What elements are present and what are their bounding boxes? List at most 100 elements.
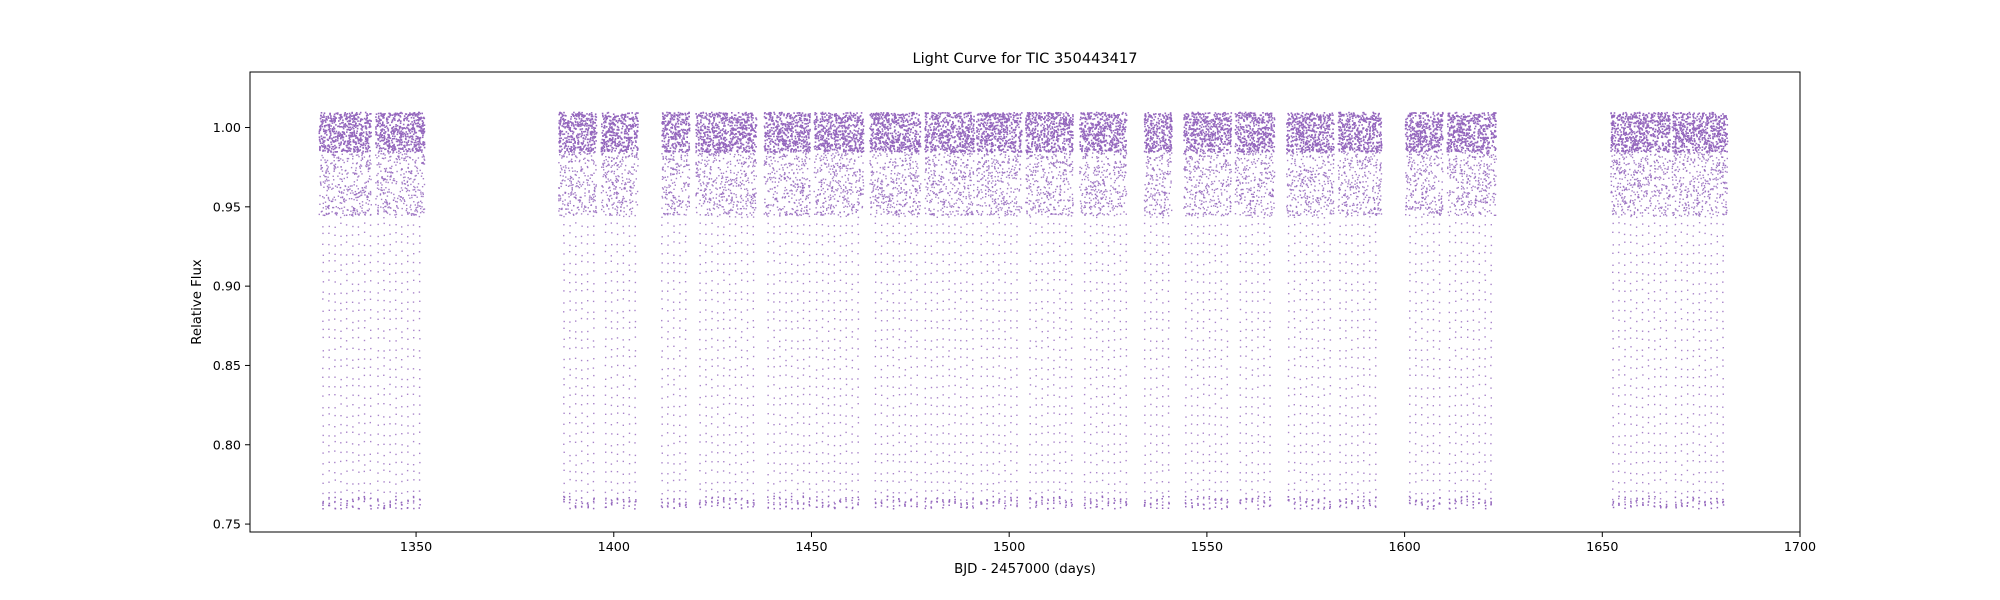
flux-point — [398, 152, 400, 155]
flux-point — [345, 224, 348, 226]
flux-point — [667, 444, 669, 447]
flux-point — [388, 145, 390, 148]
flux-point — [668, 192, 670, 194]
flux-point — [401, 132, 403, 134]
flux-point — [575, 289, 577, 291]
flux-point — [401, 250, 403, 252]
flux-point — [700, 119, 702, 121]
flux-point — [628, 225, 630, 227]
flux-point — [611, 500, 613, 502]
flux-point — [571, 154, 573, 156]
flux-point — [377, 433, 379, 435]
flux-point — [617, 201, 619, 203]
flux-point — [672, 280, 675, 282]
flux-point — [327, 166, 329, 168]
flux-point — [366, 149, 369, 151]
flux-point — [610, 166, 612, 168]
flux-point — [384, 113, 386, 115]
flux-point — [616, 386, 619, 388]
flux-point — [367, 114, 369, 116]
flux-point — [322, 207, 324, 209]
flux-point — [419, 112, 422, 115]
flux-point — [383, 211, 385, 213]
flux-point — [581, 502, 584, 505]
flux-point — [601, 149, 604, 152]
flux-point — [319, 146, 322, 149]
flux-point — [621, 121, 624, 123]
flux-point — [565, 167, 567, 169]
flux-point — [606, 203, 608, 206]
flux-point — [390, 155, 392, 158]
flux-point — [683, 133, 686, 135]
flux-point — [708, 118, 710, 121]
flux-point — [348, 143, 350, 145]
flux-point — [712, 145, 715, 147]
flux-point — [594, 122, 596, 124]
flux-point — [346, 142, 349, 144]
flux-point — [319, 138, 321, 141]
flux-point — [607, 131, 609, 134]
flux-point — [392, 152, 394, 154]
flux-point — [394, 112, 397, 115]
flux-point — [347, 186, 350, 188]
flux-point — [667, 473, 669, 475]
flux-point — [696, 119, 699, 122]
flux-point — [679, 435, 681, 438]
flux-point — [333, 170, 335, 172]
flux-point — [677, 130, 680, 132]
flux-point — [386, 204, 389, 206]
flux-point — [603, 210, 605, 213]
flux-point — [593, 130, 596, 132]
flux-point — [385, 142, 387, 145]
flux-point — [588, 147, 590, 149]
flux-point — [685, 469, 687, 471]
flux-point — [391, 119, 394, 121]
flux-point — [356, 210, 359, 213]
flux-point — [634, 422, 637, 425]
flux-point — [324, 201, 327, 203]
flux-point — [405, 138, 407, 141]
flux-point — [407, 150, 409, 152]
flux-point — [365, 148, 367, 150]
flux-point — [331, 129, 334, 131]
flux-point — [667, 406, 669, 408]
flux-point — [571, 121, 573, 124]
flux-point — [559, 123, 561, 126]
flux-point — [558, 127, 560, 130]
flux-point — [622, 451, 625, 453]
flux-point — [388, 191, 390, 193]
flux-point — [354, 126, 357, 128]
flux-point — [565, 184, 567, 186]
flux-point — [677, 135, 680, 137]
flux-point — [332, 128, 335, 130]
flux-point — [357, 414, 360, 417]
flux-point — [346, 117, 349, 120]
flux-point — [390, 167, 392, 170]
flux-point — [670, 114, 672, 116]
flux-point — [366, 140, 369, 142]
flux-point — [351, 153, 353, 156]
flux-point — [563, 378, 565, 380]
flux-point — [664, 163, 666, 165]
flux-point — [563, 133, 566, 135]
flux-point — [606, 194, 609, 196]
flux-point — [605, 131, 608, 134]
flux-point — [595, 211, 597, 213]
flux-point — [323, 140, 326, 142]
flux-point — [417, 114, 420, 116]
flux-point — [580, 170, 582, 172]
flux-point — [587, 150, 589, 152]
flux-point — [423, 159, 426, 161]
flux-point — [400, 386, 403, 388]
flux-point — [418, 329, 421, 332]
flux-point — [377, 414, 380, 417]
flux-point — [395, 138, 398, 140]
flux-point — [393, 143, 395, 146]
flux-point — [334, 386, 336, 388]
flux-point — [737, 146, 740, 149]
flux-point — [587, 179, 589, 182]
flux-point — [407, 254, 409, 257]
flux-point — [727, 131, 729, 133]
flux-point — [377, 139, 380, 141]
flux-point — [408, 170, 410, 173]
